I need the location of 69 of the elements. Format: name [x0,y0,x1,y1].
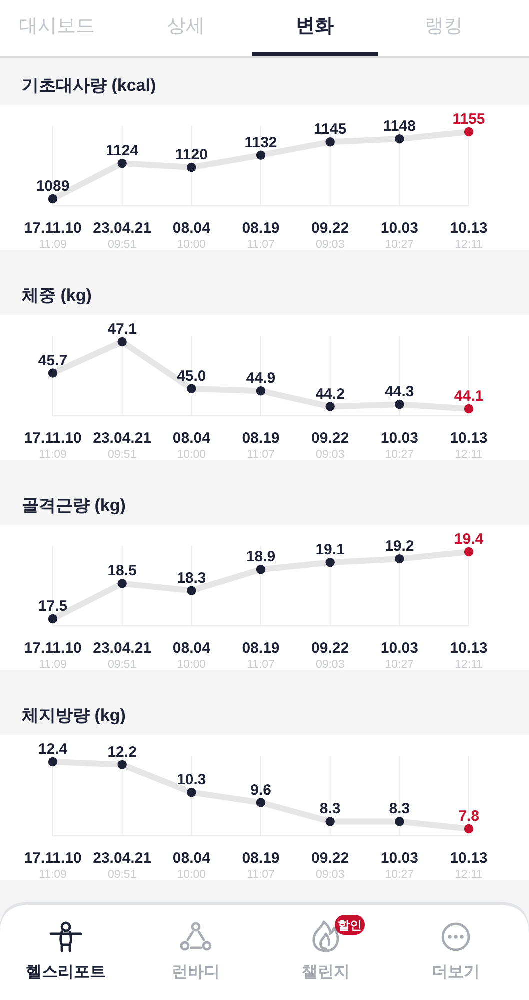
data-label: 1155 [452,111,486,128]
data-label: 19.2 [385,538,414,556]
data-label: 1120 [175,146,208,164]
point [464,127,474,137]
data-label: 1145 [314,121,347,138]
text: 할인 [338,918,362,932]
data-label: 12.4 [38,741,68,758]
data-label: 8.3 [320,800,341,818]
chart-title: 골격근량 (kg) [22,496,126,515]
category-label: 헬스리포트 [26,964,106,981]
point [395,554,404,564]
point [187,586,196,596]
point [48,194,58,204]
category-label: 대시보드 [19,16,95,37]
data-label: 10.3 [177,772,206,789]
chart-title: 체지방량 (kg) [21,706,126,725]
point [48,368,58,378]
point [48,757,58,767]
category-label: 더보기 [432,964,480,981]
point [395,817,404,826]
data-label: 9.6 [250,782,272,799]
point [326,817,335,826]
point [256,386,266,396]
data-label: 19.4 [454,531,484,548]
point [256,150,266,160]
point [464,547,474,557]
data-label: 45.0 [177,368,206,385]
data-label: 1089 [36,178,70,195]
data-label: 1132 [244,134,278,152]
data-label: 18.9 [246,548,276,566]
category-label: 런바디 [172,964,220,981]
point [326,138,335,147]
data-label: 1124 [106,142,140,160]
data-label: 45.7 [38,352,68,370]
data-label: 7.8 [458,808,480,825]
data-label: 12.2 [108,744,137,761]
category-label: 변화 [296,16,334,37]
data-label: 47.1 [108,321,137,338]
point [118,579,127,588]
chart-title: 체중 (kg) [21,286,92,305]
data-label: 44.9 [246,370,276,388]
point [187,384,196,394]
point [187,162,196,172]
data-label: 44.3 [385,384,414,401]
point [464,824,474,834]
data-label: 18.3 [177,570,206,587]
data-label: 44.1 [454,388,484,405]
point [118,760,127,770]
point [118,158,127,168]
point [395,400,404,410]
data-label: 17.5 [38,598,68,615]
point [464,404,474,414]
point [256,798,266,808]
data-label: 1148 [383,118,416,136]
data-label: 19.1 [316,542,345,559]
point [48,614,58,624]
chart-title: 기초대사량 (kcal) [22,76,156,95]
point [395,134,404,144]
category-label: 챌린지 [302,964,350,981]
point [326,558,335,568]
category-label: 랭킹 [425,16,463,37]
data-label: 18.5 [108,562,137,580]
point [187,788,196,798]
data-label: 44.2 [316,386,345,403]
point [326,402,335,412]
point [118,337,127,347]
point [256,565,266,574]
data-label: 8.3 [389,800,410,818]
category-label: 상세 [167,16,205,37]
